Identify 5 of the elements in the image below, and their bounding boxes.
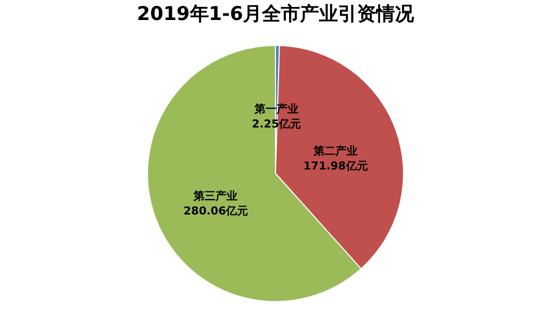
- slice-label: 第三产业: [192, 189, 238, 202]
- chart-title: 2019年1-6月全市产业引资情况: [136, 3, 416, 25]
- data-label: 171.98亿元: [303, 160, 368, 173]
- slice-label: 第二产业: [312, 144, 358, 158]
- data-label: 280.06亿元: [184, 204, 248, 218]
